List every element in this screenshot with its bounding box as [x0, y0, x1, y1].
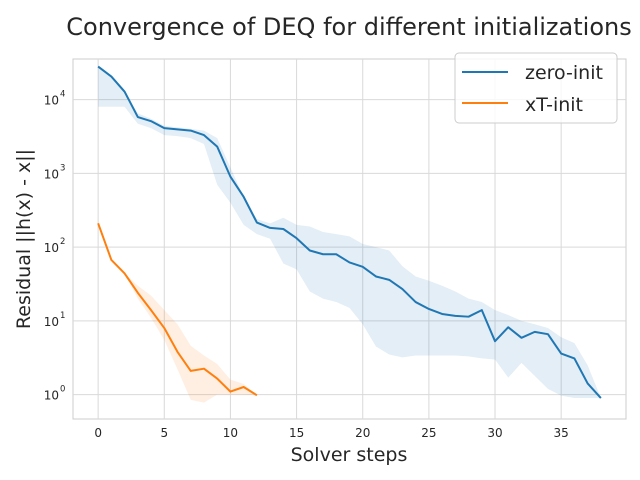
series-lines — [97, 65, 602, 399]
x-axis-label: Solver steps — [291, 444, 408, 466]
legend-label-zero-init: zero-init — [525, 62, 603, 84]
y-tick-exponent: 4 — [60, 90, 65, 100]
chart-title: Convergence of DEQ for different initial… — [66, 13, 631, 41]
y-tick-exponent: 0 — [60, 385, 65, 395]
x-tick-label: 5 — [160, 426, 168, 440]
x-tick-label: 25 — [421, 426, 436, 440]
y-tick-label: 10 — [44, 94, 59, 108]
line-xt-init — [97, 223, 258, 397]
x-tick-label: 0 — [94, 426, 102, 440]
y-tick-exponent: 3 — [60, 163, 65, 173]
line-zero-init — [97, 65, 602, 399]
y-tick-label: 10 — [44, 315, 59, 329]
legend-box — [454, 52, 618, 124]
band-xt-init — [98, 223, 257, 403]
y-tick-exponent: 2 — [60, 237, 65, 247]
y-tick-label: 10 — [44, 241, 59, 255]
x-tick-label: 30 — [487, 426, 502, 440]
x-tick-label: 20 — [355, 426, 370, 440]
x-tick-label: 15 — [289, 426, 304, 440]
confidence-bands — [98, 66, 601, 403]
y-tick-exponent: 1 — [60, 311, 65, 321]
y-tick-label: 10 — [44, 389, 59, 403]
y-tick-label: 10 — [44, 167, 59, 181]
band-zero-init — [98, 66, 601, 399]
legend: zero-init xT-init — [454, 52, 618, 124]
x-tick-labels: 0 5 10 15 20 25 30 35 — [94, 426, 568, 440]
legend-label-xT-init: xT-init — [525, 94, 583, 116]
x-tick-label: 10 — [223, 426, 238, 440]
y-axis-label: Residual ||h(x) - x|| — [13, 149, 35, 329]
x-tick-label: 35 — [554, 426, 569, 440]
